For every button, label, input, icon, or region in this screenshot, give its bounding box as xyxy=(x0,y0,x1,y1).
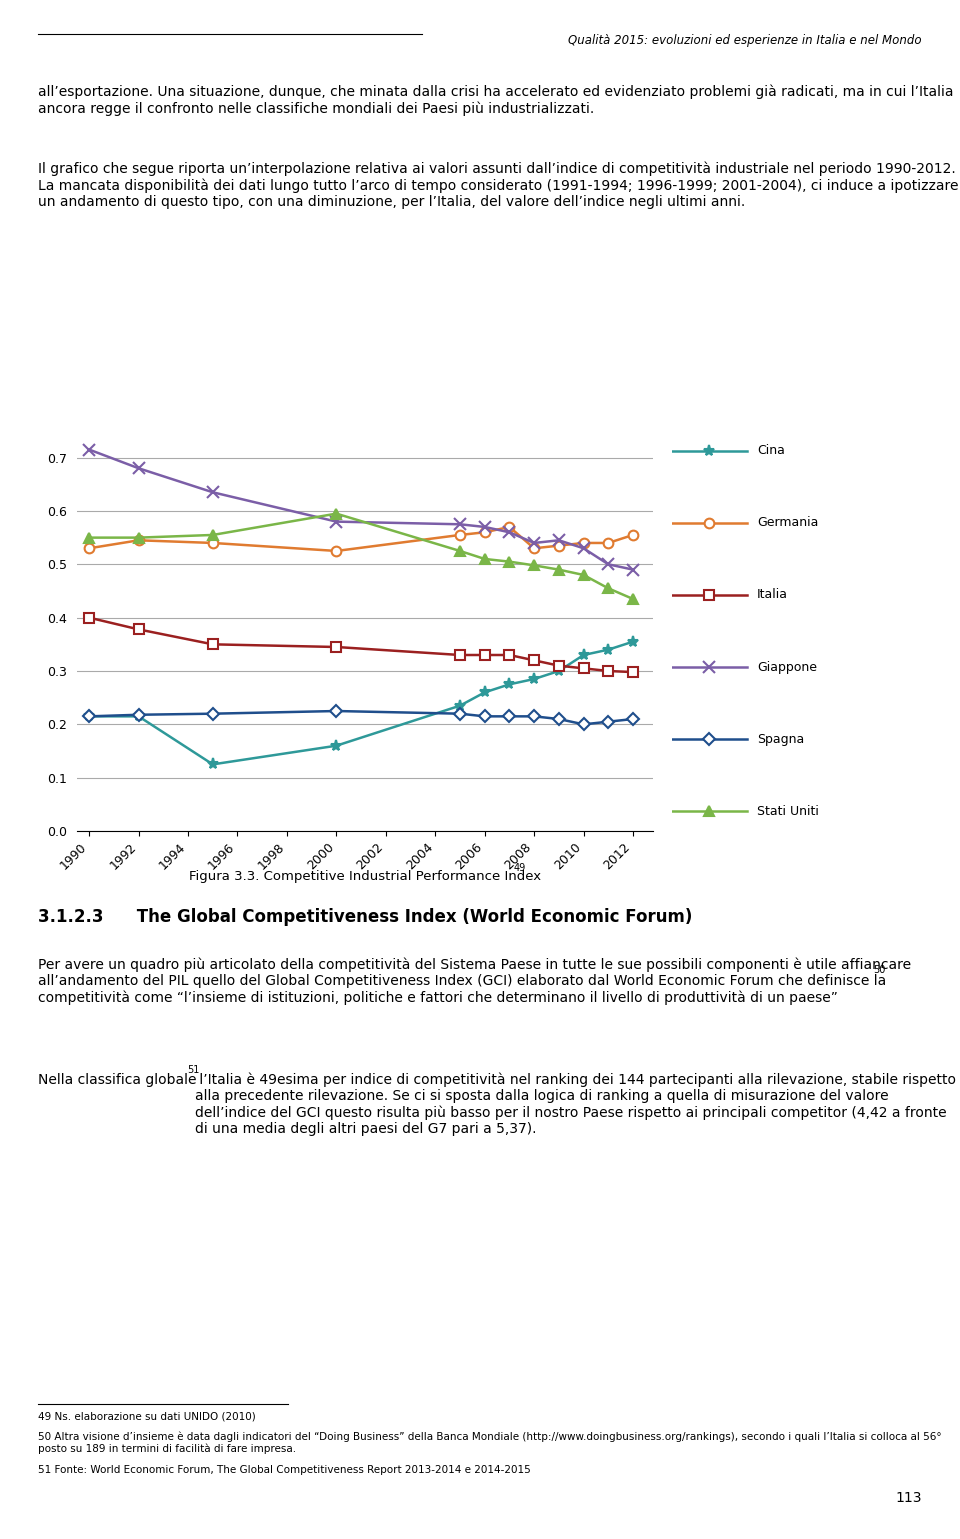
Text: 49 Ns. elaborazione su dati UNIDO (2010): 49 Ns. elaborazione su dati UNIDO (2010) xyxy=(38,1411,256,1420)
Text: .: . xyxy=(879,957,884,971)
Text: Italia: Italia xyxy=(756,588,788,602)
Text: 51 Fonte: World Economic Forum, The Global Competitiveness Report 2013-2014 e 20: 51 Fonte: World Economic Forum, The Glob… xyxy=(38,1465,531,1474)
Text: Il grafico che segue riporta un’interpolazione relativa ai valori assunti dall’i: Il grafico che segue riporta un’interpol… xyxy=(38,162,959,209)
Text: Figura 3.3. Competitive Industrial Performance Index: Figura 3.3. Competitive Industrial Perfo… xyxy=(189,870,540,882)
Text: 51: 51 xyxy=(187,1065,200,1074)
Text: Spagna: Spagna xyxy=(756,733,804,745)
Text: Stati Uniti: Stati Uniti xyxy=(756,805,819,817)
Text: 50 Altra visione d’insieme è data dagli indicatori del “Doing Business” della Ba: 50 Altra visione d’insieme è data dagli … xyxy=(38,1431,942,1454)
Text: Nella classifica globale: Nella classifica globale xyxy=(38,1073,197,1087)
Text: l’Italia è 49esima per indice di competitività nel ranking dei 144 partecipanti : l’Italia è 49esima per indice di competi… xyxy=(195,1073,956,1136)
Text: Cina: Cina xyxy=(756,445,784,457)
Text: 113: 113 xyxy=(895,1491,922,1505)
Text: 49: 49 xyxy=(514,863,526,873)
Text: Per avere un quadro più articolato della competitività del Sistema Paese in tutt: Per avere un quadro più articolato della… xyxy=(38,957,912,1005)
Text: Qualità 2015: evoluzioni ed esperienze in Italia e nel Mondo: Qualità 2015: evoluzioni ed esperienze i… xyxy=(568,34,922,46)
Text: all’esportazione. Una situazione, dunque, che minata dalla crisi ha accelerato e: all’esportazione. Una situazione, dunque… xyxy=(38,85,954,115)
Text: Germania: Germania xyxy=(756,517,818,529)
Text: 3.1.2.3  The Global Competitiveness Index (World Economic Forum): 3.1.2.3 The Global Competitiveness Index… xyxy=(38,908,693,926)
Text: Giappone: Giappone xyxy=(756,660,817,674)
Text: 50: 50 xyxy=(874,965,886,974)
